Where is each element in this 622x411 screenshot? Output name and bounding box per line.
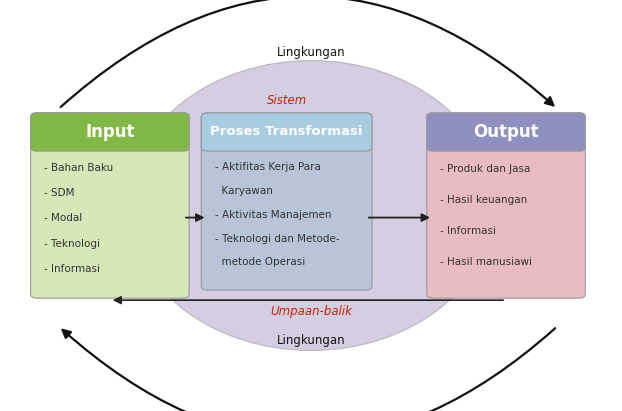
Text: metode Operasi: metode Operasi xyxy=(215,258,305,268)
FancyBboxPatch shape xyxy=(427,113,585,298)
Text: - Aktivitas Manajemen: - Aktivitas Manajemen xyxy=(215,210,331,220)
FancyBboxPatch shape xyxy=(202,113,372,290)
Text: - Bahan Baku: - Bahan Baku xyxy=(44,163,113,173)
Text: Output: Output xyxy=(473,123,539,141)
Text: - Produk dan Jasa: - Produk dan Jasa xyxy=(440,164,531,174)
FancyBboxPatch shape xyxy=(202,113,372,151)
Text: - Hasil keuangan: - Hasil keuangan xyxy=(440,195,527,206)
Text: Lingkungan: Lingkungan xyxy=(277,46,345,59)
Text: Lingkungan: Lingkungan xyxy=(277,335,345,347)
Text: - SDM: - SDM xyxy=(44,188,75,198)
Text: - Informasi: - Informasi xyxy=(440,226,496,236)
FancyBboxPatch shape xyxy=(30,113,189,151)
Text: Umpaan-balik: Umpaan-balik xyxy=(270,305,352,318)
Text: - Informasi: - Informasi xyxy=(44,264,100,274)
Text: Sistem: Sistem xyxy=(266,94,307,107)
Text: - Hasil manusiawi: - Hasil manusiawi xyxy=(440,257,532,267)
Text: - Modal: - Modal xyxy=(44,213,82,223)
Text: - Aktifitas Kerja Para: - Aktifitas Kerja Para xyxy=(215,162,320,172)
Text: Karyawan: Karyawan xyxy=(215,186,272,196)
Text: Proses Transformasi: Proses Transformasi xyxy=(210,125,363,139)
Text: - Teknologi: - Teknologi xyxy=(44,238,100,249)
FancyBboxPatch shape xyxy=(427,113,585,151)
Text: - Teknologi dan Metode-: - Teknologi dan Metode- xyxy=(215,234,340,244)
FancyBboxPatch shape xyxy=(30,113,189,298)
Text: Input: Input xyxy=(85,123,134,141)
Ellipse shape xyxy=(128,60,494,351)
